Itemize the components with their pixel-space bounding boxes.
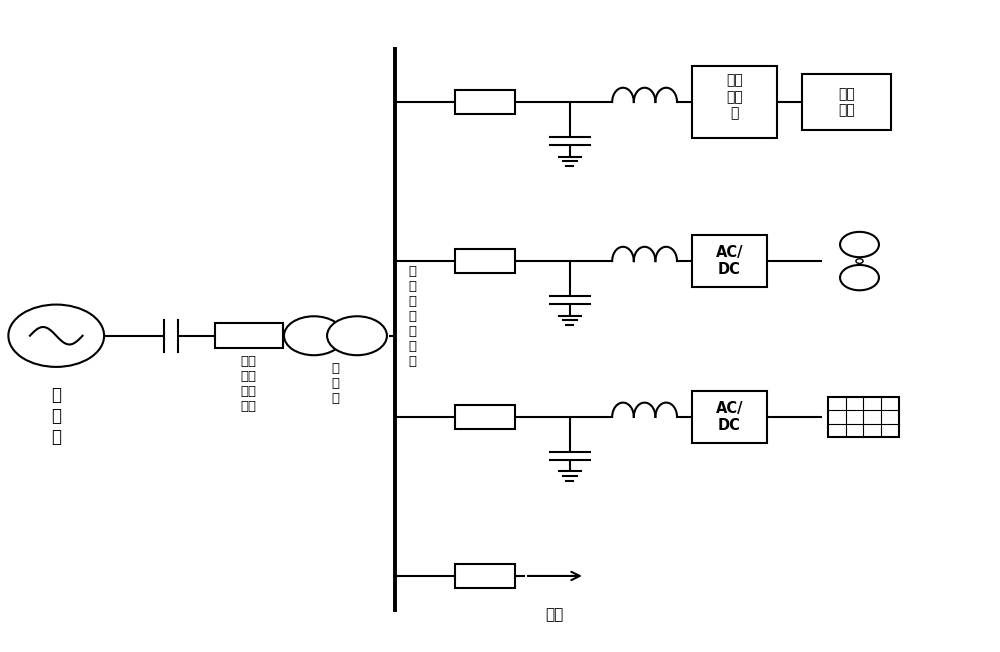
Bar: [828, 397, 899, 437]
Text: AC/
DC: AC/ DC: [716, 401, 743, 433]
Text: 大
电
网: 大 电 网: [51, 387, 61, 446]
Circle shape: [8, 304, 104, 367]
Text: 综合
控制
制: 综合 控制 制: [726, 74, 743, 120]
Bar: [802, 74, 891, 130]
Text: 变
压
器: 变 压 器: [331, 362, 339, 405]
Bar: [692, 67, 777, 138]
Text: 微
电
网
交
流
母
线: 微 电 网 交 流 母 线: [408, 265, 416, 368]
Bar: [455, 91, 515, 113]
Bar: [455, 250, 515, 273]
Bar: [692, 235, 767, 287]
Bar: [692, 391, 767, 443]
Text: 负荷: 负荷: [546, 607, 564, 622]
Text: AC/
DC: AC/ DC: [716, 245, 743, 277]
Text: 混合
储能: 混合 储能: [838, 87, 855, 117]
Text: 配电
网络
等效
阻抗: 配电 网络 等效 阻抗: [241, 355, 257, 413]
Circle shape: [840, 265, 879, 290]
Circle shape: [856, 259, 863, 263]
Circle shape: [284, 316, 344, 355]
Circle shape: [327, 316, 387, 355]
Bar: [215, 323, 283, 348]
Circle shape: [840, 232, 879, 257]
Bar: [455, 564, 515, 587]
Bar: [455, 405, 515, 428]
